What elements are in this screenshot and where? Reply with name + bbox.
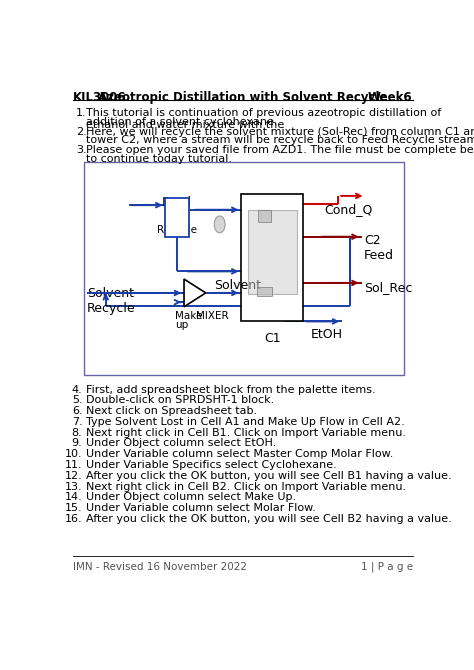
Text: MIXER: MIXER	[196, 312, 229, 322]
Text: 3.: 3.	[76, 145, 87, 155]
Text: Next right click in Cell B2. Click on Import Variable menu.: Next right click in Cell B2. Click on Im…	[86, 482, 406, 492]
Text: Double-click on SPRDSHT-1 block.: Double-click on SPRDSHT-1 block.	[86, 395, 274, 405]
Text: 12.: 12.	[65, 471, 82, 481]
Text: 16.: 16.	[65, 514, 82, 524]
Text: Solvent: Solvent	[214, 279, 261, 292]
Text: Under Variable column select Molar Flow.: Under Variable column select Molar Flow.	[86, 503, 316, 513]
Text: Cond_Q: Cond_Q	[324, 203, 373, 216]
Text: Sol_Rec: Sol_Rec	[364, 281, 412, 293]
Text: Under Object column select Make Up.: Under Object column select Make Up.	[86, 492, 296, 502]
Text: EtOH: EtOH	[311, 328, 343, 340]
Bar	[257, 287, 273, 296]
Text: 13.: 13.	[65, 482, 82, 492]
Text: Here, we will recycle the solvent mixture (Sol-Rec) from column C1 and adding an: Here, we will recycle the solvent mixtur…	[86, 127, 474, 137]
Bar	[258, 210, 271, 222]
Text: C1: C1	[264, 332, 281, 345]
Text: Azeotropic Distillation with Solvent Recycle: Azeotropic Distillation with Solvent Rec…	[98, 91, 388, 104]
Text: tower C2, where a stream will be recycle back to Feed Recycle stream.: tower C2, where a stream will be recycle…	[86, 135, 474, 145]
Text: KIL3006: KIL3006	[73, 91, 127, 104]
Text: First, add spreadsheet block from the palette items.: First, add spreadsheet block from the pa…	[86, 385, 375, 395]
Text: Under Variable Specifics select Cyclohexane.: Under Variable Specifics select Cyclohex…	[86, 460, 337, 470]
Text: 4.: 4.	[72, 385, 82, 395]
Text: Feed: Feed	[162, 196, 192, 209]
Bar	[84, 162, 404, 375]
Text: Type Solvent Lost in Cell A1 and Make Up Flow in Cell A2.: Type Solvent Lost in Cell A1 and Make Up…	[86, 417, 404, 427]
Text: After you click the OK button, you will see Cell B1 having a value.: After you click the OK button, you will …	[86, 471, 451, 481]
Ellipse shape	[214, 216, 225, 233]
Text: 1.: 1.	[76, 108, 87, 118]
Text: to continue today tutorial.: to continue today tutorial.	[86, 153, 232, 163]
Text: 11.: 11.	[65, 460, 82, 470]
Text: IMN - Revised 16 November 2022: IMN - Revised 16 November 2022	[73, 561, 247, 572]
Text: Week6: Week6	[368, 91, 413, 104]
Text: Under Object column select EtOH.: Under Object column select EtOH.	[86, 438, 276, 448]
Bar	[247, 210, 297, 294]
Text: Make: Make	[175, 312, 202, 322]
Text: This tutorial is continuation of previous azeotropic distillation of ethanol and: This tutorial is continuation of previou…	[86, 108, 442, 130]
Text: 15.: 15.	[65, 503, 82, 513]
Text: C2
Feed: C2 Feed	[364, 234, 394, 263]
Text: Please open your saved file from AZD1. The file must be complete because we are : Please open your saved file from AZD1. T…	[86, 145, 474, 155]
Text: up: up	[175, 320, 188, 330]
Text: 5.: 5.	[72, 395, 82, 405]
Text: addition of a solvent cyclohexane.: addition of a solvent cyclohexane.	[86, 117, 278, 127]
Text: Next right click in Cell B1. Click on Import Variable menu.: Next right click in Cell B1. Click on Im…	[86, 427, 406, 438]
Text: 9.: 9.	[72, 438, 82, 448]
Text: 14.: 14.	[65, 492, 82, 502]
Text: After you click the OK button, you will see Cell B2 having a value.: After you click the OK button, you will …	[86, 514, 451, 524]
Bar	[165, 198, 189, 237]
Polygon shape	[184, 279, 206, 307]
Text: Next click on Spreadsheet tab.: Next click on Spreadsheet tab.	[86, 406, 257, 416]
Text: 6.: 6.	[72, 406, 82, 416]
Text: 1 | P a g e: 1 | P a g e	[361, 561, 413, 572]
Text: Feed
Recycle: Feed Recycle	[157, 214, 197, 235]
Text: 2.: 2.	[76, 127, 87, 137]
Text: 10.: 10.	[65, 449, 82, 459]
Text: 7.: 7.	[72, 417, 82, 427]
Text: 8.: 8.	[72, 427, 82, 438]
Text: Under Variable column select Master Comp Molar Flow.: Under Variable column select Master Comp…	[86, 449, 393, 459]
Text: Solvent
Recycle: Solvent Recycle	[87, 287, 136, 315]
Bar	[241, 194, 303, 322]
